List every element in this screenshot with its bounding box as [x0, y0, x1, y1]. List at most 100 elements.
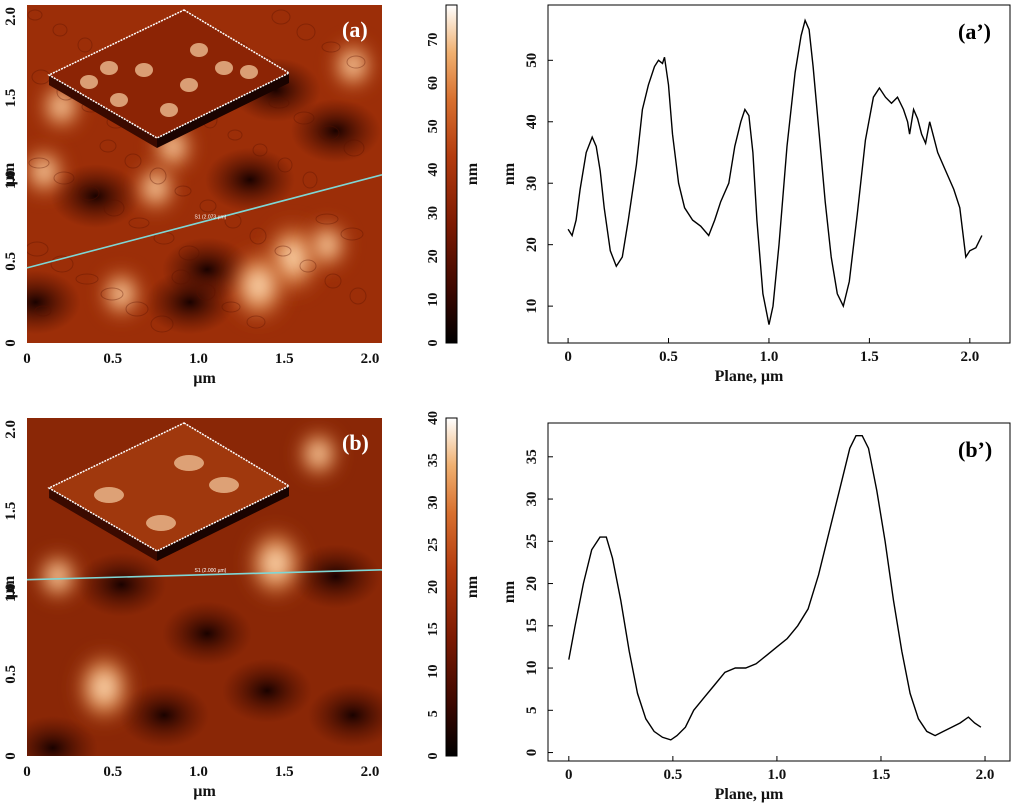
- x-tick-label: 0: [23, 351, 31, 367]
- y-axis-label: µm: [1, 575, 18, 598]
- profile-plot-b-prime: 0 0.5 1.0 1.5 2.0 Plane, µm 0 5 10 15 20 25 30 35 nm (b…: [501, 422, 1011, 803]
- bright-spot: [245, 525, 306, 602]
- grain: [268, 97, 290, 109]
- grain: [171, 269, 191, 285]
- grain: [349, 287, 367, 305]
- grain: [100, 287, 124, 301]
- colorbar-tick: 60: [426, 76, 441, 90]
- grain: [271, 9, 291, 25]
- x-tick-label: 0.5: [659, 349, 678, 365]
- grain: [178, 245, 200, 261]
- grain: [318, 125, 340, 141]
- height-profile-line: [568, 435, 982, 741]
- x-tick-label: 0.5: [103, 351, 122, 367]
- y-tick-label: 0: [524, 749, 540, 757]
- inset-bump: [146, 515, 176, 531]
- inset-bump: [190, 43, 208, 57]
- grain: [324, 273, 342, 289]
- colorbar-tick: 20: [426, 580, 441, 594]
- y-tick-label: 0.5: [3, 252, 19, 271]
- x-tick-label: 1.5: [860, 349, 879, 365]
- y-tick-label: 1.5: [3, 89, 19, 108]
- grain: [249, 227, 267, 245]
- plot-frame: [547, 4, 1011, 344]
- inset-bump: [160, 103, 178, 117]
- grain: [128, 217, 150, 229]
- afm-map-a: S1 (2.073 µm) (a) 0 0.5 1.0 1.5 2.0 µm 0 0.5 1.0 1.…: [1, 4, 481, 387]
- grain: [277, 157, 293, 173]
- dark-region: [290, 98, 381, 163]
- grain: [227, 129, 243, 141]
- inset-top: [47, 422, 291, 552]
- grain: [27, 241, 49, 257]
- colorbar-tick: 40: [426, 411, 441, 425]
- y-axis-label: nm: [501, 162, 518, 185]
- y-tick-label: 50: [524, 53, 540, 68]
- x-tick-label: 2.0: [361, 351, 380, 367]
- y-axis: 0 5 10 15 20 25 30 35 nm: [501, 449, 553, 756]
- inset-bump: [80, 75, 98, 89]
- dark-region: [76, 552, 167, 617]
- grain: [103, 199, 125, 217]
- y-axis-label: nm: [501, 580, 518, 603]
- y-tick-label: 0: [3, 752, 19, 760]
- y-axis: 0 0.5 1.0 1.5 2.0 µm: [1, 7, 19, 347]
- grain: [34, 305, 52, 317]
- x-tick-label: 2.0: [361, 764, 380, 780]
- x-axis: 0 0.5 1.0 1.5 2.0 Plane, µm: [564, 338, 979, 385]
- dark-region: [204, 147, 295, 212]
- y-tick-label: 5: [524, 707, 540, 715]
- inset-bump: [94, 487, 124, 503]
- grain: [274, 245, 292, 257]
- grain: [340, 227, 364, 241]
- colorbar-tick: 30: [426, 496, 441, 510]
- y-axis: 10 20 30 40 50 nm: [501, 53, 553, 314]
- x-tick-label: 1.0: [768, 767, 787, 783]
- colorbar-tick: 20: [426, 249, 441, 263]
- inset-bump: [215, 61, 233, 75]
- grain: [99, 139, 117, 153]
- grain: [78, 185, 100, 201]
- x-tick-label: 1.5: [275, 351, 294, 367]
- y-tick-label: 10: [524, 661, 540, 676]
- y-tick-label: 10: [524, 299, 540, 314]
- grain: [199, 199, 217, 213]
- bright-spot: [35, 550, 80, 603]
- y-tick-label: 30: [524, 492, 540, 507]
- x-tick-label: 1.5: [872, 767, 891, 783]
- y-tick-label: 30: [524, 176, 540, 191]
- grain: [174, 185, 192, 197]
- x-tick-label: 0: [23, 764, 31, 780]
- inset-bump: [180, 78, 198, 92]
- x-tick-label: 2.0: [960, 349, 979, 365]
- inset-bump: [209, 477, 239, 493]
- bright-spot: [305, 219, 350, 272]
- bright-spot: [27, 145, 67, 198]
- grain: [149, 167, 167, 185]
- inset-side: [157, 73, 289, 148]
- grain: [75, 273, 99, 285]
- x-axis: 0 0.5 1.0 1.5 2.0 Plane, µm: [565, 756, 994, 803]
- colorbar-tick: 50: [426, 119, 441, 133]
- grain: [252, 143, 268, 157]
- grain: [150, 315, 174, 333]
- y-tick-label: 35: [524, 449, 540, 464]
- afm-map-b: S1 (2.000 µm) (b) 0 0.5 1.0 1.5 2.0 µm 0 0.5 1.0 1.…: [1, 411, 481, 800]
- bright-spot: [74, 649, 135, 726]
- panel-label: (b): [342, 430, 369, 455]
- bright-spot: [133, 161, 178, 214]
- grain: [315, 213, 339, 225]
- inset-3d-view: [47, 9, 291, 148]
- panel-label: (a): [342, 17, 368, 42]
- grain: [221, 301, 241, 313]
- y-axis-label: µm: [1, 162, 18, 185]
- colorbar-label: nm: [464, 162, 481, 185]
- grain: [293, 111, 315, 125]
- grain: [125, 301, 149, 317]
- inset-bump: [174, 455, 204, 471]
- profile-line: [26, 174, 383, 269]
- y-tick-label: 0.5: [3, 665, 19, 684]
- dark-region: [119, 683, 210, 748]
